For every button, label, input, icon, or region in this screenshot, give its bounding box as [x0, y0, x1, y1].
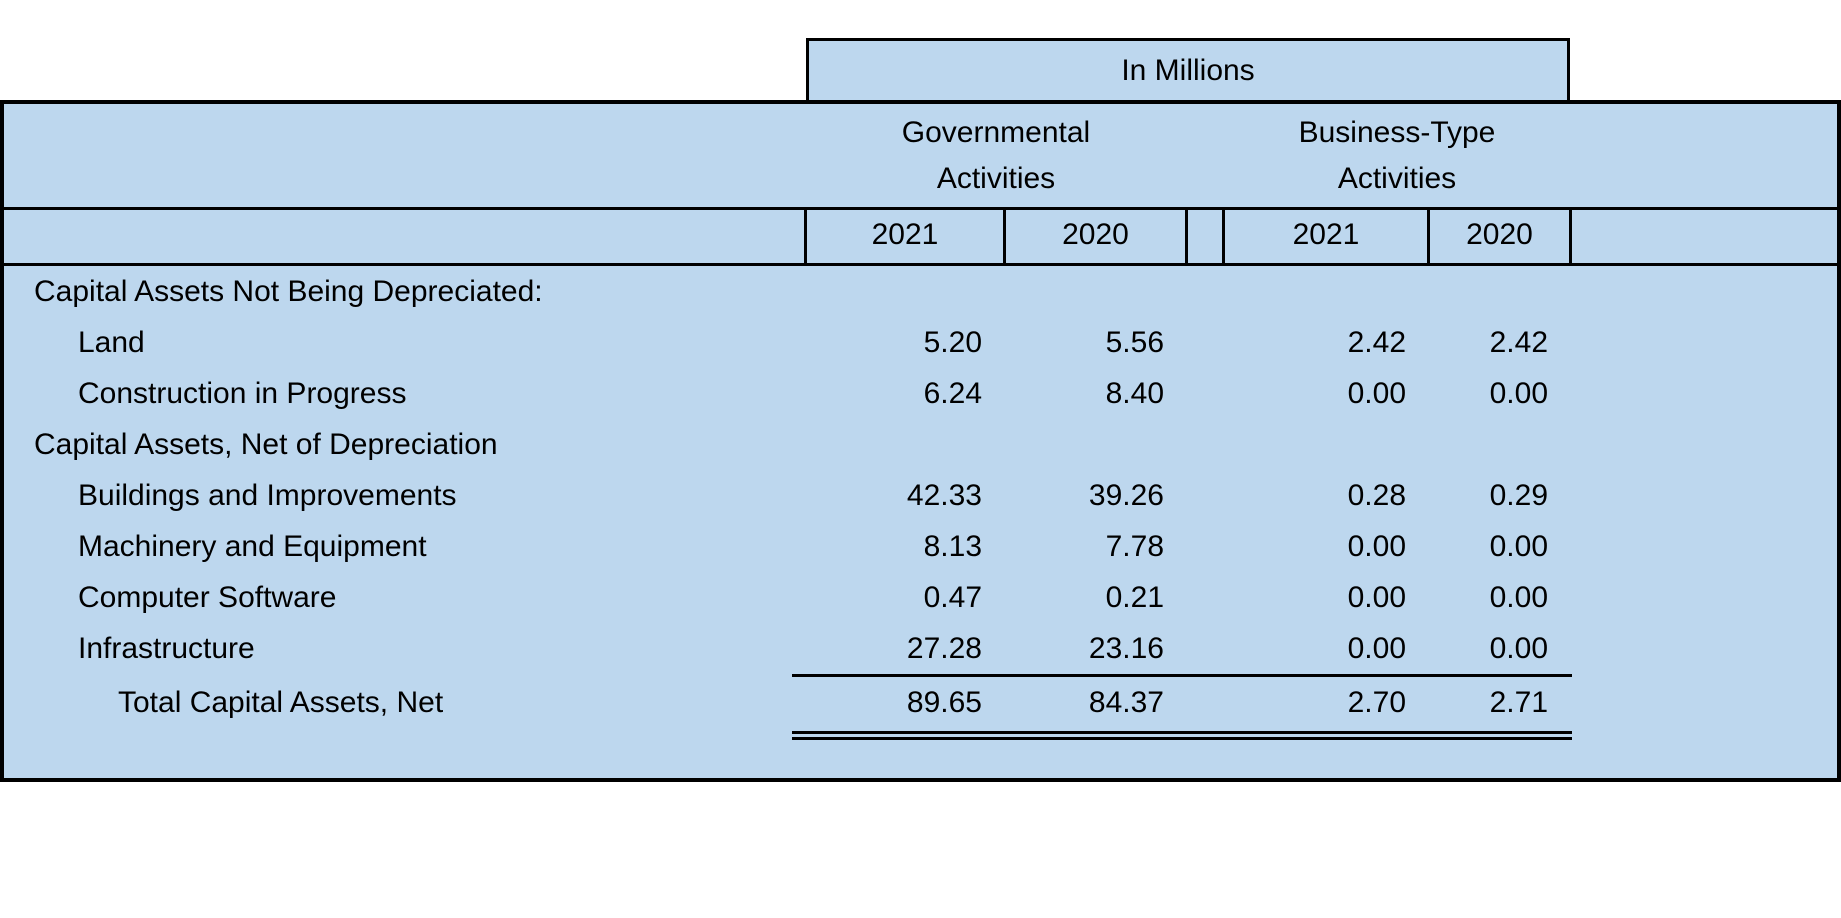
cell-bt-2021: 2.70: [1347, 686, 1406, 719]
cell-bt-2020: [1430, 266, 1572, 317]
row-label: Buildings and Improvements: [78, 479, 457, 512]
col-header-gov-2021: 2021: [804, 210, 1006, 263]
group-header-line2: Activities: [936, 161, 1056, 195]
subtotal-rule: [792, 674, 1572, 677]
cell-bt-2020: 0.00: [1489, 530, 1548, 563]
unit-header-box: In Millions: [806, 38, 1570, 104]
row-label: Infrastructure: [78, 632, 255, 665]
row-label: Land: [78, 326, 145, 359]
row-label: Machinery and Equipment: [78, 530, 427, 563]
cell-bt-2021: 0.00: [1347, 530, 1406, 563]
cell-bt-2020: 0.00: [1489, 632, 1548, 665]
row-label: Total Capital Assets, Net: [118, 686, 444, 719]
column-group-header-row: Governmental Activities Business-Type Ac…: [4, 104, 1837, 210]
cell-gap: [1188, 368, 1222, 419]
year-header-row: 2021 2020 2021 2020: [4, 210, 1837, 266]
cell-gov-2020: [1006, 419, 1188, 470]
unit-header-label: In Millions: [1121, 54, 1255, 87]
cell-gap: [1188, 521, 1222, 572]
cell-gov-2020: 84.37: [1088, 686, 1164, 719]
cell-bt-2020: 2.42: [1489, 326, 1548, 359]
cell-gov-2020: [1006, 266, 1188, 317]
cell-bt-2021: 2.42: [1347, 326, 1406, 359]
cell-bt-2020: [1430, 419, 1572, 470]
year-header-spacer: [4, 210, 804, 263]
table-row: Computer Software 0.47 0.21 0.00 0.00: [4, 572, 1837, 623]
table-row-section: Capital Assets, Net of Depreciation: [4, 419, 1837, 470]
cell-gov-2021: 5.20: [923, 326, 982, 359]
cell-gov-2020: 0.21: [1105, 581, 1164, 614]
cell-bt-2020: 0.00: [1489, 581, 1548, 614]
cell-gap: [1188, 317, 1222, 368]
cell-gov-2021: 42.33: [906, 479, 982, 512]
table-row: Buildings and Improvements 42.33 39.26 0…: [4, 470, 1837, 521]
cell-bt-2021: [1222, 266, 1430, 317]
col-header-gov-2020: 2020: [1006, 210, 1188, 263]
cell-gap: [1188, 470, 1222, 521]
table-row: Construction in Progress 6.24 8.40 0.00 …: [4, 368, 1837, 419]
table-row: Infrastructure 27.28 23.16 0.00 0.00: [4, 623, 1837, 674]
cell-bt-2021: 0.28: [1347, 479, 1406, 512]
cell-gov-2020: 39.26: [1088, 479, 1164, 512]
cell-gov-2021: [804, 419, 1006, 470]
cell-gov-2020: 7.78: [1105, 530, 1164, 563]
cell-bt-2020: 2.71: [1489, 686, 1548, 719]
cell-bt-2020: 0.29: [1489, 479, 1548, 512]
cell-gov-2020: 8.40: [1105, 377, 1164, 410]
cell-gov-2021: 27.28: [906, 632, 982, 665]
cell-gov-2021: 8.13: [923, 530, 982, 563]
group-header-business-type-activities: Business-Type Activities: [1222, 104, 1572, 207]
row-label: Capital Assets, Net of Depreciation: [34, 428, 498, 461]
group-header-spacer: [4, 104, 804, 207]
table-row: Machinery and Equipment 8.13 7.78 0.00 0…: [4, 521, 1837, 572]
table-row: Land 5.20 5.56 2.42 2.42: [4, 317, 1837, 368]
cell-bt-2021: 0.00: [1347, 632, 1406, 665]
cell-gov-2020: 23.16: [1088, 632, 1164, 665]
cell-bt-2021: [1222, 419, 1430, 470]
grand-total-double-rule: [792, 731, 1572, 740]
cell-bt-2020: 0.00: [1489, 377, 1548, 410]
group-header-line1: Governmental: [901, 115, 1091, 149]
cell-gap: [1188, 677, 1222, 728]
table-row-total: Total Capital Assets, Net 89.65 84.37 2.…: [4, 677, 1837, 728]
group-header-line2: Activities: [1337, 161, 1457, 195]
year-header-gap: [1188, 210, 1222, 263]
cell-gap: [1188, 623, 1222, 674]
group-header-governmental-activities: Governmental Activities: [804, 104, 1188, 207]
cell-gov-2020: 5.56: [1105, 326, 1164, 359]
cell-gap: [1188, 419, 1222, 470]
cell-gov-2021: [804, 266, 1006, 317]
row-label: Computer Software: [78, 581, 337, 614]
capital-assets-table: Governmental Activities Business-Type Ac…: [0, 100, 1841, 782]
col-header-bt-2020: 2020: [1430, 210, 1572, 263]
row-label: Construction in Progress: [78, 377, 407, 410]
cell-bt-2021: 0.00: [1347, 377, 1406, 410]
cell-bt-2021: 0.00: [1347, 581, 1406, 614]
year-header-trailing-spacer: [1572, 210, 1837, 263]
cell-gov-2021: 89.65: [906, 686, 982, 719]
table-row-section: Capital Assets Not Being Depreciated:: [4, 266, 1837, 317]
cell-gov-2021: 6.24: [923, 377, 982, 410]
cell-gov-2021: 0.47: [923, 581, 982, 614]
table-body: Capital Assets Not Being Depreciated: La…: [4, 266, 1837, 740]
col-header-bt-2021: 2021: [1222, 210, 1430, 263]
cell-gap: [1188, 266, 1222, 317]
group-header-line1: Business-Type: [1298, 115, 1496, 149]
row-label: Capital Assets Not Being Depreciated:: [34, 275, 543, 308]
cell-gap: [1188, 572, 1222, 623]
